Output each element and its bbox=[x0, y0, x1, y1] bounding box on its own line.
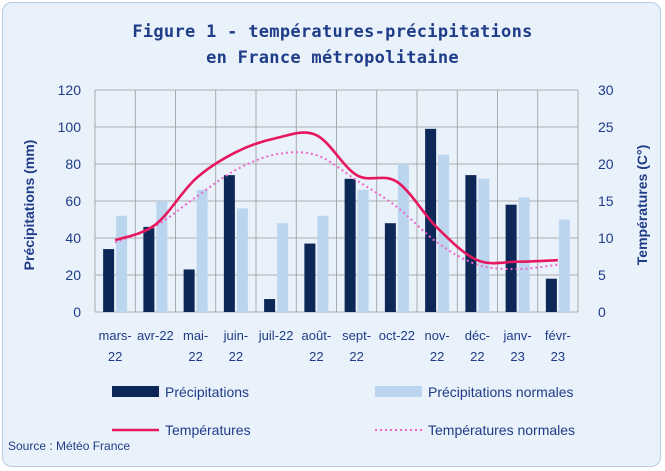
x-tick-label: janv- bbox=[503, 328, 532, 343]
x-tick-label: 23 bbox=[510, 349, 524, 364]
bar-precip-normal bbox=[558, 219, 570, 312]
bar-precip-normal bbox=[317, 215, 329, 312]
y-right-axis-title: Températures (C°) bbox=[634, 145, 650, 265]
bar-precip-normal bbox=[478, 178, 490, 312]
x-tick-label: déc- bbox=[465, 328, 490, 343]
legend-label: Températures normales bbox=[428, 422, 575, 438]
chart-frame bbox=[2, 2, 661, 467]
x-tick-label: oct-22 bbox=[379, 328, 415, 343]
bar-precip bbox=[264, 299, 276, 312]
x-tick-label: août- bbox=[302, 328, 332, 343]
line-temp bbox=[114, 131, 558, 265]
bar-precip bbox=[344, 178, 356, 312]
legend-label: Précipitations normales bbox=[428, 384, 574, 400]
axes: 0 20 40 60 80 100 120 0 5 10 15 20 25 30 mars- 22 avr-22… bbox=[58, 82, 614, 364]
chart-title-line-2: en France métropolitaine bbox=[206, 48, 459, 68]
y-left-axis-title: Précipitations (mm) bbox=[21, 140, 37, 271]
legend-label: Températures bbox=[165, 422, 251, 438]
y-left-tick-label: 40 bbox=[65, 230, 81, 246]
y-left-tick-label: 80 bbox=[65, 156, 81, 172]
bar-precip-normal bbox=[156, 201, 168, 312]
bar-precip-normal bbox=[277, 223, 289, 312]
legend: Précipitations Précipitations normales Tem… bbox=[112, 384, 575, 438]
bar-precip bbox=[384, 223, 396, 312]
bar-precip-normal bbox=[236, 208, 248, 312]
legend-swatch bbox=[112, 386, 159, 397]
x-tick-label: 22 bbox=[108, 349, 122, 364]
bar-precip bbox=[465, 175, 477, 312]
y-left-tick-label: 0 bbox=[73, 304, 81, 320]
bar-precip bbox=[304, 243, 316, 312]
bar-precip bbox=[183, 269, 195, 312]
y-right-tick-label: 5 bbox=[598, 267, 606, 283]
bar-precip-normal bbox=[518, 197, 530, 312]
source-note: Source : Météo France bbox=[8, 439, 131, 453]
x-tick-label: 22 bbox=[188, 349, 202, 364]
x-tick-label: févr- bbox=[545, 328, 571, 343]
bar-precip-normal bbox=[357, 189, 369, 312]
bar-precip-normal bbox=[397, 164, 409, 312]
x-tick-label: juin- bbox=[223, 328, 249, 343]
legend-label: Précipitations bbox=[165, 384, 249, 400]
y-left-tick-label: 60 bbox=[65, 193, 81, 209]
lines bbox=[114, 131, 558, 271]
x-tick-label: 22 bbox=[470, 349, 484, 364]
x-tick-label: mars- bbox=[99, 328, 132, 343]
gridlines bbox=[94, 89, 579, 313]
bar-precip bbox=[223, 175, 235, 312]
y-left-tick-label: 120 bbox=[58, 82, 82, 98]
chart-title-line-1: Figure 1 - températures-précipitations bbox=[132, 22, 533, 42]
x-tick-label: 22 bbox=[309, 349, 323, 364]
x-tick-label: mai- bbox=[183, 328, 208, 343]
y-right-tick-label: 10 bbox=[598, 230, 614, 246]
x-tick-label: 23 bbox=[551, 349, 565, 364]
bar-precip-normal bbox=[196, 189, 208, 312]
x-tick-label: nov- bbox=[424, 328, 449, 343]
y-left-tick-label: 100 bbox=[58, 119, 82, 135]
x-tick-label: juil-22 bbox=[258, 328, 294, 343]
bar-precip bbox=[505, 204, 517, 312]
y-right-tick-label: 15 bbox=[598, 193, 614, 209]
y-right-tick-label: 0 bbox=[598, 304, 606, 320]
x-tick-label: 22 bbox=[229, 349, 243, 364]
x-tick-label: 22 bbox=[430, 349, 444, 364]
x-tick-label: 22 bbox=[349, 349, 363, 364]
legend-swatch bbox=[375, 386, 422, 397]
x-tick-label: sept- bbox=[342, 328, 371, 343]
y-right-tick-label: 25 bbox=[598, 119, 614, 135]
y-right-tick-label: 30 bbox=[598, 82, 614, 98]
y-right-tick-label: 20 bbox=[598, 156, 614, 172]
bar-precip bbox=[545, 278, 557, 312]
x-tick-label: avr-22 bbox=[137, 328, 174, 343]
bar-precip-normal bbox=[116, 215, 128, 312]
bar-precip bbox=[143, 226, 155, 312]
y-left-tick-label: 20 bbox=[65, 267, 81, 283]
bar-precip bbox=[103, 249, 115, 312]
